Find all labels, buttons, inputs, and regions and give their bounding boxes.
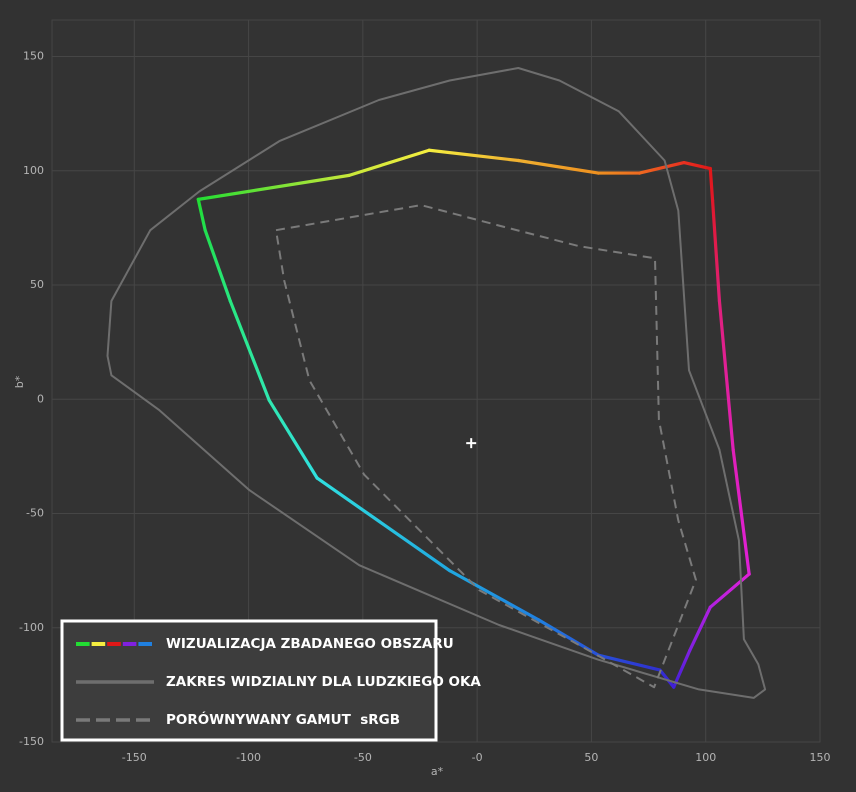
gamut-segment [688,605,712,653]
gamut-segment [315,476,452,573]
gamut-segment [672,649,692,689]
white-point [466,438,477,449]
gamut-segment [196,173,351,201]
srgb-line [275,204,697,689]
gamut-segment [710,198,722,303]
y-tick-label: 50 [30,278,44,291]
x-tick-label: 100 [695,751,716,764]
x-tick-label: 150 [810,751,831,764]
gamut-segment [717,299,735,452]
y-tick-label: 150 [23,50,44,63]
gamut-segment [267,398,319,480]
gamut-segment [448,569,541,622]
y-tick-label: -100 [19,621,44,634]
y-tick-label: -50 [26,507,44,520]
gamut-segment [708,572,751,609]
gamut-segment [228,299,271,402]
x-axis-label: a* [431,765,444,778]
y-tick-label: -150 [19,735,44,748]
gamut-segment [637,160,686,175]
y-tick-label: 0 [37,392,44,405]
x-tick-label: 50 [584,751,598,764]
x-tick-label: -100 [236,751,261,764]
gamut-segment [596,653,662,672]
legend-label: WIZUALIZACJA ZBADANEGO OBSZARU [166,636,454,652]
visible-range-line [106,67,767,699]
gamut-segment [731,447,751,576]
y-tick-label: 100 [23,164,44,177]
x-tick-label: -50 [354,751,372,764]
y-axis-label: b* [13,375,26,388]
gamut-segment [708,166,715,203]
gamut-segment [658,668,676,689]
legend-label: ZAKRES WIDZIALNY DLA LUDZKIEGO OKA [166,674,481,690]
gamut-segment [516,158,600,175]
gamut-segment [203,228,232,303]
x-tick-label: -0 [472,751,483,764]
gamut-segment [427,148,520,163]
legend-label: PORÓWNYWANY GAMUT sRGB [166,710,400,728]
gamut-segment [682,160,712,171]
x-tick-label: -150 [122,751,147,764]
gamut-segment [196,197,207,232]
gamut-segment [347,148,431,177]
